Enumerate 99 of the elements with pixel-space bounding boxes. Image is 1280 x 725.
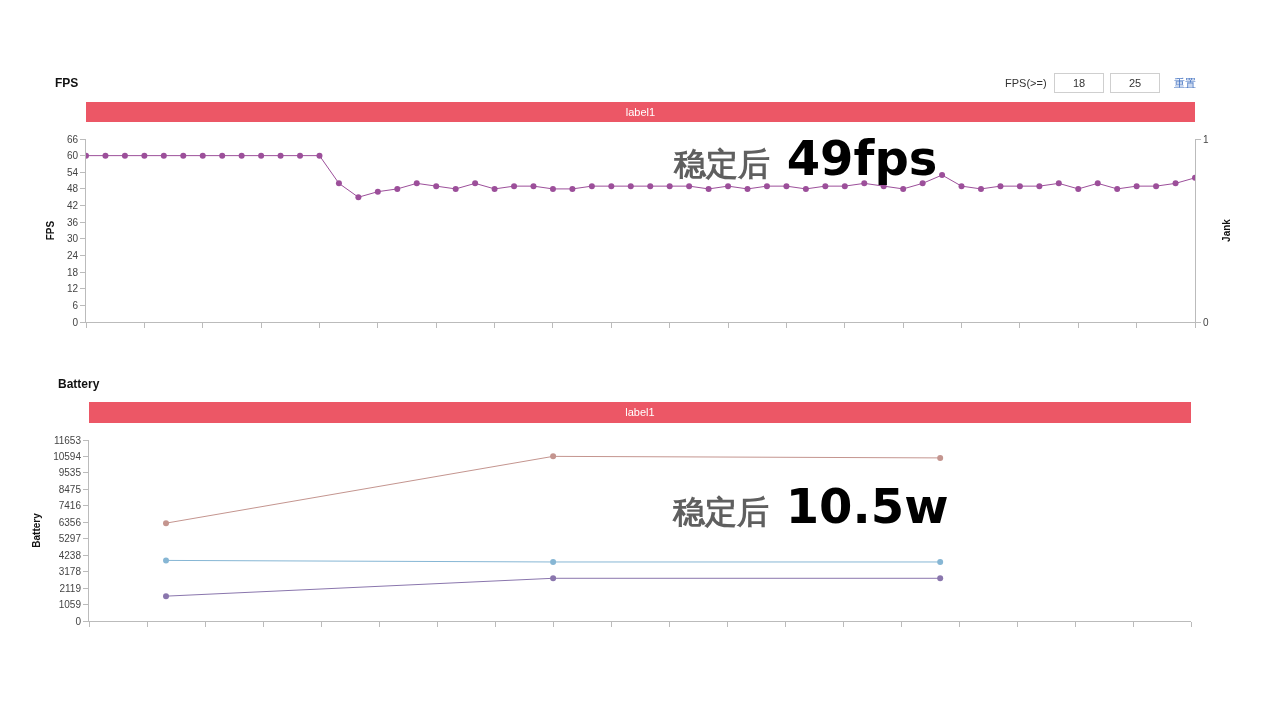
text: 18 [1072, 77, 1086, 89]
y2-tick-label: 1 [1203, 133, 1209, 145]
y-tick-label: 0 [75, 615, 82, 627]
point [937, 558, 944, 565]
y-tick-label: 5297 [58, 533, 82, 545]
annotation: 稳定后 49fps [673, 130, 938, 186]
point [163, 520, 170, 527]
point [141, 152, 148, 159]
point [452, 185, 459, 192]
y-tick-label: 48 [66, 183, 79, 195]
point [355, 194, 362, 201]
point [705, 185, 712, 192]
y-tick-label: 6356 [58, 516, 82, 528]
y-axis-title: FPS [44, 220, 56, 241]
point [1153, 183, 1160, 190]
point [1036, 183, 1043, 190]
point [1055, 180, 1062, 187]
point [977, 185, 984, 192]
point [549, 185, 556, 192]
point [958, 183, 965, 190]
point [802, 185, 809, 192]
point [335, 180, 342, 187]
y-axis-title: Battery [31, 512, 43, 548]
point [163, 593, 170, 600]
y-tick-label: 7416 [58, 500, 82, 512]
point [550, 453, 557, 460]
y-tick-label: 24 [66, 249, 79, 261]
y-tick-label: 6 [72, 299, 79, 311]
y-tick-label: 8475 [58, 483, 82, 495]
point [219, 152, 226, 159]
point [627, 183, 634, 190]
point [316, 152, 323, 159]
point [1094, 180, 1101, 187]
y-tick-label: 60 [66, 150, 79, 162]
y-tick-label: 4238 [58, 549, 82, 561]
point [238, 152, 245, 159]
point [937, 575, 944, 582]
point [258, 152, 265, 159]
point [939, 172, 946, 179]
point [783, 183, 790, 190]
point [550, 558, 557, 565]
label-banner: label1 [86, 102, 1195, 122]
point [413, 180, 420, 187]
text: 25 [1128, 77, 1142, 89]
point [997, 183, 1004, 190]
point [588, 183, 595, 190]
point [472, 180, 479, 187]
label-banner: label1 [89, 402, 1191, 423]
point [608, 183, 615, 190]
point [1172, 180, 1179, 187]
y-tick-label: 30 [66, 233, 79, 245]
y-tick-label: 42 [66, 200, 79, 212]
point [530, 183, 537, 190]
y2-tick-label: 0 [1203, 316, 1209, 328]
point [1133, 183, 1140, 190]
point [569, 185, 576, 192]
y-tick-label: 1059 [58, 599, 82, 611]
point [511, 183, 518, 190]
point [102, 152, 109, 159]
y2-axis-title: Jank [1220, 218, 1232, 242]
point [1075, 185, 1082, 192]
point [647, 183, 654, 190]
point [1114, 185, 1121, 192]
point [163, 557, 170, 564]
text: FPS(>=) [1005, 77, 1047, 89]
point [666, 183, 673, 190]
point [550, 575, 557, 582]
point [297, 152, 304, 159]
point [725, 183, 732, 190]
y-tick-label: 36 [66, 216, 79, 228]
point [937, 454, 944, 461]
y-tick-label: 0 [72, 316, 79, 328]
y-tick-label: 9535 [58, 467, 82, 479]
y-tick-label: 3178 [58, 566, 82, 578]
point [1016, 183, 1023, 190]
y-tick-label: 11653 [53, 434, 82, 446]
annotation: 稳定后 10.5w [672, 478, 949, 534]
y-tick-label: 18 [66, 266, 79, 278]
chart-title: Battery [58, 377, 100, 392]
point [491, 185, 498, 192]
point [199, 152, 206, 159]
point [433, 183, 440, 190]
point [374, 188, 381, 195]
point [277, 152, 284, 159]
point [900, 185, 907, 192]
point [686, 183, 693, 190]
point [180, 152, 187, 159]
text: 重置 [1174, 77, 1196, 89]
point [121, 152, 128, 159]
point [160, 152, 167, 159]
point [763, 183, 770, 190]
y-tick-label: 54 [66, 166, 79, 178]
point [394, 185, 401, 192]
point [744, 185, 751, 192]
chart-title: FPS [55, 76, 79, 91]
y-tick-label: 66 [66, 133, 79, 145]
y-tick-label: 10594 [53, 450, 82, 462]
y-tick-label: 2119 [59, 582, 82, 594]
y-tick-label: 12 [66, 283, 79, 295]
